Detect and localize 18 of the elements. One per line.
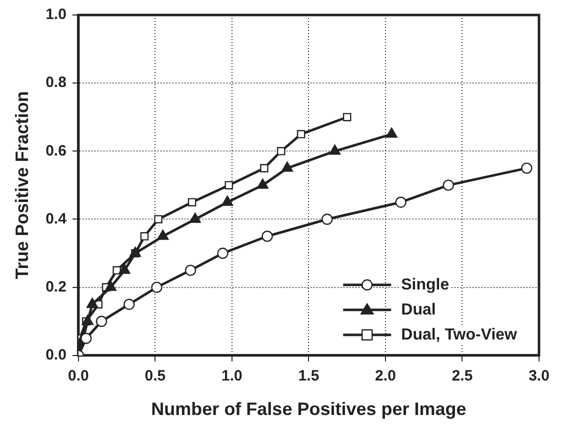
x-tick-label: 2.5 bbox=[452, 368, 473, 385]
x-tick-label: 1.0 bbox=[222, 368, 242, 385]
y-tick-label: 0.0 bbox=[46, 346, 66, 364]
legend-label: Dual bbox=[401, 301, 436, 318]
x-tick-label: 0.5 bbox=[144, 368, 166, 385]
legend-label: Dual, Two-View bbox=[401, 326, 518, 344]
x-tick-label: 1.5 bbox=[298, 368, 320, 385]
y-tick-label: 1.0 bbox=[46, 6, 66, 24]
y-tick-label: 0.8 bbox=[46, 74, 66, 92]
y-tick-label: 0.2 bbox=[46, 278, 66, 296]
x-tick-label: 2.0 bbox=[375, 368, 396, 385]
legend-label: Single bbox=[401, 276, 450, 294]
x-axis-title: Number of False Positives per Image bbox=[151, 399, 466, 420]
y-tick-label: 0.6 bbox=[46, 142, 66, 160]
y-axis-title: True Positive Fraction bbox=[12, 91, 32, 280]
x-tick-label: 0.0 bbox=[68, 368, 89, 385]
x-tick-label: 3.0 bbox=[528, 368, 550, 385]
y-tick-label: 0.4 bbox=[46, 210, 68, 228]
